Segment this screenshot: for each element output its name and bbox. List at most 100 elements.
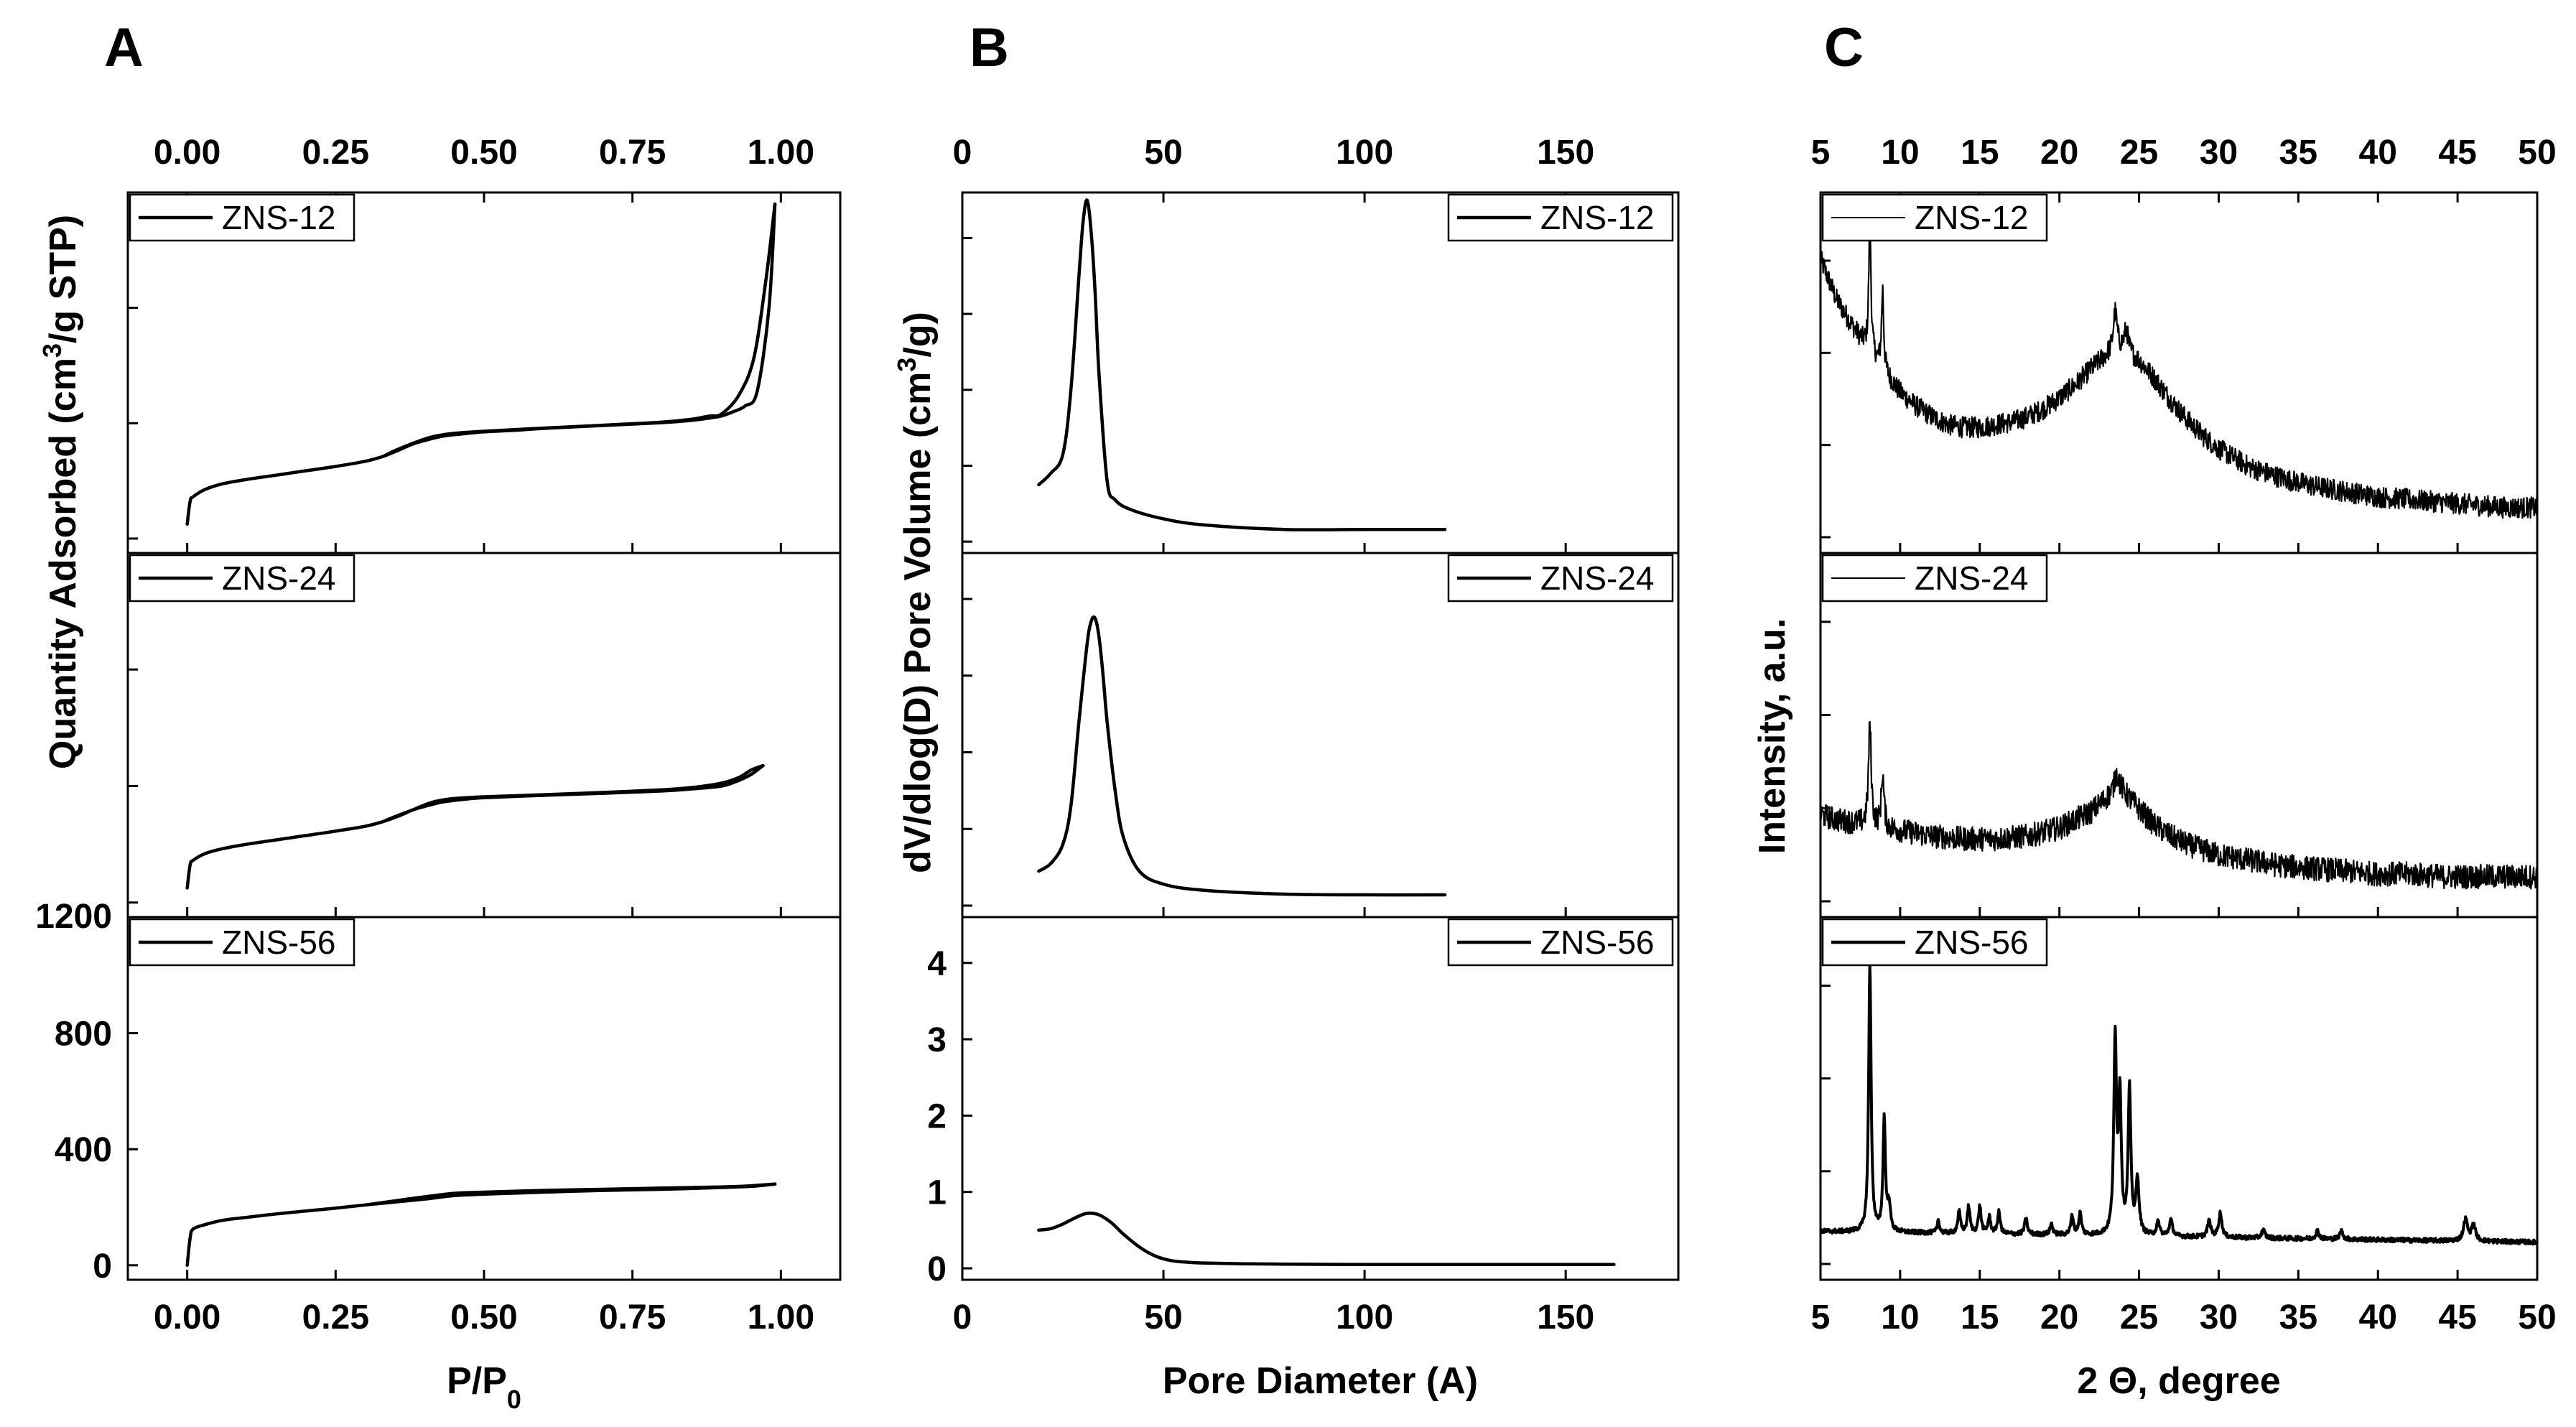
y-tick-label: 1200 [35,898,112,936]
data-line-desorption [381,202,777,458]
data-line-zns-12 [1037,198,1447,531]
legend: ZNS-56 [129,918,355,967]
legend-label: ZNS-24 [1540,559,1654,597]
panel-c: ZNS-12 ZNS-24 ZNS-56 5 10 15 20 25 30 35 40 45 50 5 10… [1752,134,2557,1402]
top-tick-label: 0 [953,134,972,172]
data-line-desorption [381,763,765,824]
bottom-tick-label: 35 [2279,1298,2317,1337]
top-tick-label: 0.50 [450,134,517,172]
y-tick-label: 400 [55,1131,112,1169]
top-tick-label: 50 [2518,134,2556,172]
data-line-zns-56 [1037,1211,1616,1266]
subplot-zns-56: ZNS-56 [1819,916,2539,1281]
y-tick-label: 2 [927,1097,947,1135]
y-tick-label: 0 [927,1250,947,1288]
bottom-tick-label: 0.00 [154,1298,220,1337]
top-tick-label: 0.00 [154,134,220,172]
plots-layer: ZNS-12 ZNS-24 ZNS-56 0.00 0.25 0.50 0.75 1.00 0.… [35,134,2556,1414]
xrd-pattern [1819,720,2539,890]
top-tick-label: 150 [1537,134,1594,172]
y-axis-title-part: /g STP) [42,215,84,343]
y-tick-label: 4 [927,945,947,983]
bottom-tick-label: 0.25 [302,1298,369,1337]
legend-label: ZNS-56 [1915,924,2028,961]
legend-label: ZNS-24 [222,559,335,597]
y-tick-label: 0 [93,1247,112,1286]
legend-label: ZNS-56 [1540,924,1654,961]
y-axis-title-part: Quantity Adsorbed (cm [42,358,84,769]
top-tick-label: 30 [2200,134,2238,172]
legend-label: ZNS-24 [1915,559,2028,597]
bottom-tick-label: 20 [2040,1298,2078,1337]
xrd-pattern [1819,963,2539,1246]
legend: ZNS-24 [129,554,355,603]
bottom-tick-label: 40 [2359,1298,2397,1337]
top-tick-label: 35 [2279,134,2317,172]
y-axis-title: Quantity Adsorbed (cm3/g STP) [37,215,85,769]
subplot-zns-56: ZNS-56 [126,916,842,1281]
bottom-tick-label: 5 [1811,1298,1831,1337]
data-line-desorption [363,1182,777,1207]
bottom-tick-label: 100 [1336,1298,1393,1337]
legend: ZNS-12 [129,193,355,242]
x-axis-title-subscript: 0 [507,1385,521,1414]
bottom-tick-label: 30 [2200,1298,2238,1337]
top-tick-label: 0.25 [302,134,369,172]
subplot-frame [1819,916,2539,1281]
xrd-pattern [1819,220,2539,519]
subplot-zns-12: ZNS-12 [1819,191,2539,554]
legend: ZNS-24 [1821,554,2048,603]
top-tick-label: 45 [2438,134,2476,172]
subplot-frame [961,916,1680,1281]
top-tick-label: 25 [2120,134,2158,172]
bottom-tick-label: 25 [2120,1298,2158,1337]
top-tick-label: 20 [2040,134,2078,172]
top-tick-label: 5 [1811,134,1831,172]
bottom-tick-label: 0.75 [599,1298,666,1337]
x-axis-title: Pore Diameter (A) [1163,1360,1478,1402]
top-tick-label: 100 [1336,134,1393,172]
top-tick-label: 10 [1881,134,1919,172]
y-tick-label: 800 [55,1015,112,1054]
top-tick-label: 40 [2359,134,2397,172]
legend: ZNS-12 [1447,193,1674,242]
legend-label: ZNS-12 [1540,199,1654,236]
top-tick-label: 15 [1961,134,1999,172]
subplot-zns-24: ZNS-24 [1819,552,2539,919]
legend-label: ZNS-12 [222,199,335,236]
bottom-tick-label: 15 [1961,1298,1999,1337]
x-axis-title: 2 Θ, degree [2077,1360,2280,1402]
y-tick-label: 3 [927,1021,947,1059]
y-axis-title-part: /g) [897,312,939,358]
y-axis-title: dV/dlog(D) Pore Volume (cm3/g) [892,312,939,873]
panel-letter-c: C [1824,17,1864,78]
legend-label: ZNS-12 [1915,199,2028,236]
bottom-tick-label: 0 [953,1298,972,1337]
bottom-tick-label: 50 [2518,1298,2556,1337]
y-axis-title: Intensity, a.u. [1752,618,1793,854]
data-line-zns-24 [1037,615,1447,897]
top-tick-label: 1.00 [748,134,814,172]
legend: ZNS-56 [1447,918,1674,967]
top-tick-label: 0.75 [599,134,666,172]
y-axis-title-part: dV/dlog(D) Pore Volume (cm [897,372,939,873]
bottom-tick-label: 45 [2438,1298,2476,1337]
panel-letter-a: A [104,17,144,78]
panel-letter-b: B [970,17,1009,78]
y-axis-title-superscript: 3 [892,358,921,372]
y-axis-title-superscript: 3 [37,343,67,358]
bottom-tick-label: 0.50 [450,1298,517,1337]
panel-a: ZNS-12 ZNS-24 ZNS-56 0.00 0.25 0.50 0.75 1.00 0.… [35,134,842,1414]
subplot-zns-56: ZNS-56 [961,916,1680,1281]
panel-b: ZNS-12 ZNS-24 ZNS-56 0 50 100 150 0 50 100 150 0 1 2 3… [892,134,1680,1402]
legend: ZNS-12 [1821,193,2048,242]
subplot-zns-24: ZNS-24 [126,552,842,919]
bottom-tick-label: 150 [1537,1298,1594,1337]
y-tick-label: 1 [927,1174,947,1212]
legend: ZNS-56 [1821,918,2048,967]
bottom-tick-label: 10 [1881,1298,1919,1337]
legend: ZNS-24 [1447,554,1674,603]
legend-label: ZNS-56 [222,924,335,961]
top-tick-label: 50 [1144,134,1182,172]
